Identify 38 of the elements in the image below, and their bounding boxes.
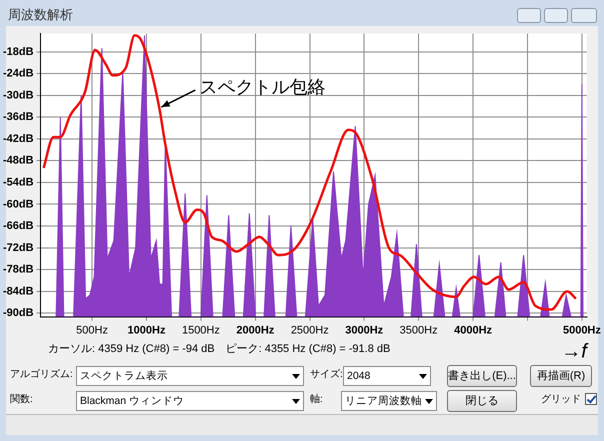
y-tick-label: -84dB <box>3 285 34 298</box>
y-tick-label: -60dB <box>3 198 34 210</box>
y-tick-label: -30dB <box>3 89 34 102</box>
text: Blackman ウィンドウ <box>76 391 304 411</box>
y-tick-label: -90dB <box>3 307 34 320</box>
x-tick-label: 3000Hz <box>345 324 384 336</box>
y-tick-label: -72dB <box>3 242 34 254</box>
text: グリッド <box>541 393 582 406</box>
text: スペクトラム表示 <box>76 366 304 386</box>
x-tick-label: 4000Hz <box>454 324 493 336</box>
x-tick-label: 5000Hz <box>562 324 602 336</box>
y-tick-label: -24dB <box>3 68 34 80</box>
text: 閉じる <box>447 390 517 412</box>
text: 軸: <box>310 392 323 406</box>
text: サイズ: <box>310 368 343 381</box>
text: 再描画(R) <box>530 365 592 387</box>
y-tick-label: -36dB <box>3 111 34 124</box>
text: 関数: <box>10 393 33 406</box>
y-tick-label: -18dB <box>3 46 34 58</box>
text: アルゴリズム: <box>10 368 73 381</box>
y-tick-label: -54dB <box>3 176 34 188</box>
x-tick-label: 1000Hz <box>128 324 166 336</box>
x-tick-label: 2000Hz <box>236 324 275 336</box>
x-tick-label: 2500Hz <box>290 324 329 336</box>
x-axis-title: →f <box>561 340 590 363</box>
y-tick-label: -78dB <box>3 264 34 276</box>
chart-title: 周波数解析 <box>8 6 73 24</box>
text: 2048 <box>343 366 431 386</box>
text: カーソル: 4359 Hz (C#8) = -94 dB ピーク: 4355 Hz (C#8) = -91.8 dB <box>48 342 390 356</box>
text: 書き出し(E)... <box>447 365 517 387</box>
x-tick-label: 1500Hz <box>182 324 220 336</box>
x-tick-label: 500Hz <box>76 324 108 336</box>
x-tick-label: 3500Hz <box>400 324 438 336</box>
y-tick-label: -42dB <box>3 132 34 145</box>
annotation: スペクトル包絡 <box>199 77 326 97</box>
text: リニア周波数軸 <box>341 391 437 411</box>
y-tick-label: -48dB <box>3 154 34 167</box>
y-tick-label: -66dB <box>3 220 34 232</box>
